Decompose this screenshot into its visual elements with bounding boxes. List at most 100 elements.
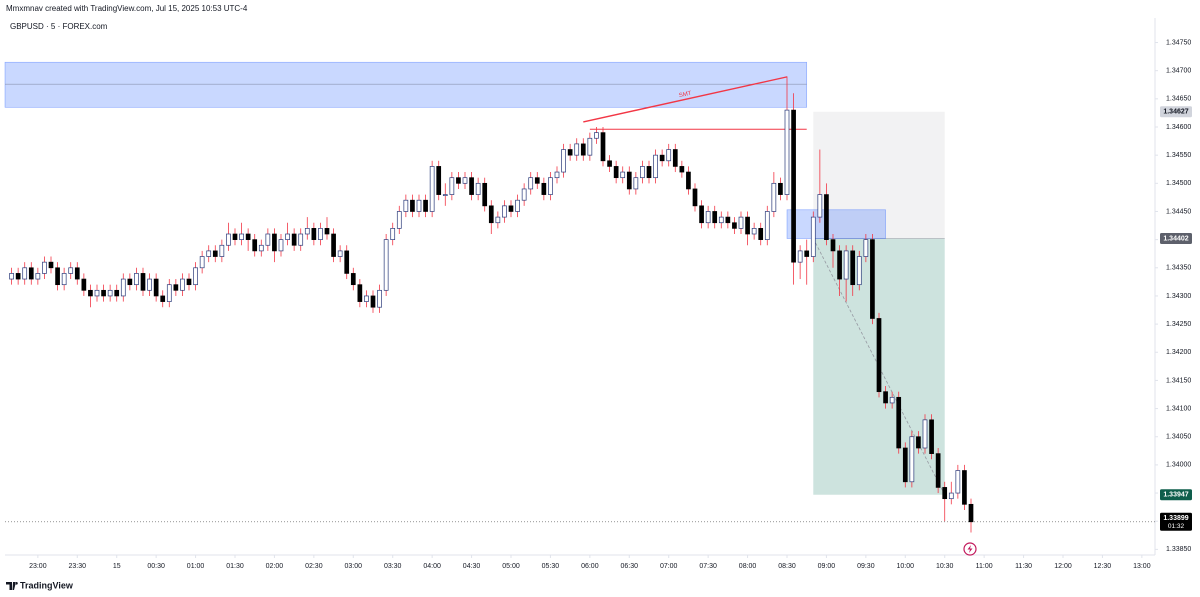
candle-body (107, 289, 113, 297)
candle-body (120, 278, 126, 297)
price-label: 1.34402 (1163, 235, 1188, 242)
x-tick-label: 23:00 (29, 563, 47, 570)
candle-body (824, 194, 829, 240)
candle-body (876, 318, 882, 393)
x-tick-label: 09:30 (857, 563, 875, 570)
y-tick-label: 1.34250 (1166, 321, 1191, 328)
candle-body (396, 211, 402, 229)
y-tick-label: 1.34700 (1166, 68, 1191, 75)
candle-body (896, 396, 902, 449)
header: Mmxmnav created with TradingView.com, Ju… (6, 4, 248, 13)
candle-body (567, 149, 573, 156)
alert-bolt (967, 545, 973, 553)
y-tick-label: 1.34300 (1166, 293, 1191, 300)
candle-body (331, 233, 336, 257)
x-tick-label: 12:00 (1054, 563, 1072, 570)
candle-body (462, 177, 468, 184)
x-tick-label: 07:00 (660, 563, 678, 570)
candle-body (186, 278, 192, 286)
footer-text: TradingView (20, 580, 74, 590)
alert-icon[interactable] (963, 542, 977, 556)
candle-body (870, 239, 875, 319)
candle-body (758, 228, 764, 240)
candle-body (153, 278, 159, 297)
x-tick-label: 08:30 (778, 563, 796, 570)
candle-body (692, 188, 698, 207)
candle-body (252, 239, 258, 252)
x-tick-label: 11:30 (1015, 563, 1032, 570)
candle-body (147, 278, 152, 291)
logo-mark (6, 582, 18, 590)
candle-body (403, 199, 409, 212)
x-tick-label: 01:00 (187, 563, 205, 570)
y-tick-label: 1.34500 (1166, 180, 1191, 187)
candle-body (554, 171, 560, 179)
candle-body (745, 216, 750, 235)
candle-body (942, 487, 948, 500)
candle-body (528, 177, 534, 190)
x-tick-label: 05:30 (542, 563, 560, 570)
smt-line (583, 76, 788, 123)
x-tick-label: 06:30 (621, 563, 639, 570)
candle-body (791, 109, 796, 263)
candle-body (291, 233, 297, 246)
candle-body (88, 289, 93, 297)
candle-body (508, 205, 514, 212)
candle-body (620, 171, 626, 179)
price-label: 1.33947 (1163, 492, 1188, 499)
candle-body (580, 143, 586, 156)
candle-body (48, 261, 54, 269)
position-stop-zone (813, 111, 945, 239)
position-path (812, 238, 946, 495)
price-label: 1.33899 (1163, 515, 1188, 522)
candle-body (626, 171, 632, 190)
y-tick-label: 1.34450 (1166, 208, 1191, 215)
candle-body (226, 233, 231, 246)
candle-body (699, 205, 704, 224)
candle-body (534, 177, 540, 184)
candle-body (495, 216, 501, 224)
candle-body (94, 289, 100, 297)
candle-body (686, 171, 691, 190)
candle-body (140, 273, 146, 291)
candle-body (337, 250, 343, 257)
candle-body (285, 233, 290, 240)
candle-body (909, 436, 915, 483)
candle-body (114, 289, 120, 297)
candle-body (856, 256, 862, 286)
candle-body (613, 166, 619, 179)
x-tick-label: 07:30 (699, 563, 717, 570)
candle-body (922, 419, 928, 449)
price-label-box (1160, 489, 1192, 501)
countdown: 01:32 (1168, 523, 1185, 530)
y-tick-label: 1.34750 (1166, 39, 1191, 46)
candle-body (318, 228, 323, 240)
x-tick-label: 03:30 (384, 563, 402, 570)
candle-body (180, 278, 185, 291)
candle-body (436, 166, 442, 195)
candle-body (22, 267, 28, 280)
candle-body (764, 211, 770, 240)
candle-body (410, 199, 415, 212)
price-label: 1.34627 (1163, 109, 1188, 116)
candle-body (68, 267, 74, 274)
candle-body (640, 166, 645, 179)
y-tick-label: 1.34000 (1166, 462, 1191, 469)
candle-body (298, 233, 304, 246)
candle-body (357, 284, 363, 302)
candle-body (488, 205, 494, 224)
x-tick-label: 02:00 (266, 563, 284, 570)
candle-body (364, 295, 369, 302)
candle-body (725, 216, 731, 224)
candle-body (475, 182, 481, 195)
candle-body (416, 199, 422, 212)
candle-body (206, 250, 212, 257)
candle-body (502, 205, 507, 218)
candle-body (429, 166, 435, 212)
candle-body (442, 194, 448, 196)
candle-body (383, 239, 389, 291)
candle-body (948, 492, 954, 500)
candle-body (778, 182, 783, 195)
candle-body (350, 273, 356, 286)
candle-body (804, 250, 810, 257)
